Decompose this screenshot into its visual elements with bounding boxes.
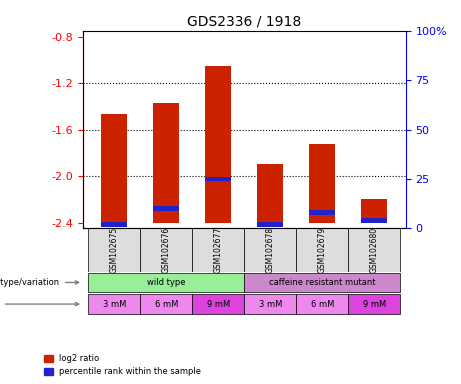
FancyBboxPatch shape bbox=[88, 228, 140, 271]
Bar bbox=[101, 114, 127, 223]
FancyBboxPatch shape bbox=[88, 273, 244, 292]
Bar bbox=[309, 210, 336, 215]
Text: 9 mM: 9 mM bbox=[363, 300, 386, 309]
Text: 3 mM: 3 mM bbox=[102, 300, 126, 309]
Bar bbox=[205, 177, 231, 181]
FancyBboxPatch shape bbox=[349, 295, 401, 314]
Text: GSM102680: GSM102680 bbox=[370, 227, 379, 273]
Title: GDS2336 / 1918: GDS2336 / 1918 bbox=[187, 14, 301, 28]
FancyBboxPatch shape bbox=[349, 228, 401, 271]
Bar bbox=[257, 164, 284, 223]
Text: GSM102679: GSM102679 bbox=[318, 227, 327, 273]
Bar bbox=[153, 206, 179, 211]
FancyBboxPatch shape bbox=[140, 228, 192, 271]
Bar bbox=[361, 218, 387, 223]
Bar bbox=[257, 222, 284, 227]
FancyBboxPatch shape bbox=[244, 228, 296, 271]
Bar bbox=[309, 144, 336, 223]
Text: GSM102676: GSM102676 bbox=[162, 227, 171, 273]
Text: wild type: wild type bbox=[147, 278, 185, 287]
Text: 3 mM: 3 mM bbox=[259, 300, 282, 309]
Legend: log2 ratio, percentile rank within the sample: log2 ratio, percentile rank within the s… bbox=[41, 351, 205, 380]
Bar bbox=[205, 66, 231, 223]
Text: genotype/variation: genotype/variation bbox=[0, 278, 79, 287]
Text: caffeine resistant mutant: caffeine resistant mutant bbox=[269, 278, 376, 287]
FancyBboxPatch shape bbox=[244, 273, 401, 292]
FancyBboxPatch shape bbox=[140, 295, 192, 314]
Bar bbox=[153, 103, 179, 223]
FancyBboxPatch shape bbox=[192, 228, 244, 271]
FancyBboxPatch shape bbox=[88, 295, 140, 314]
FancyBboxPatch shape bbox=[192, 295, 244, 314]
Text: dose: dose bbox=[0, 300, 79, 309]
FancyBboxPatch shape bbox=[296, 228, 349, 271]
Text: 6 mM: 6 mM bbox=[311, 300, 334, 309]
FancyBboxPatch shape bbox=[244, 295, 296, 314]
Bar bbox=[361, 199, 387, 223]
Text: 9 mM: 9 mM bbox=[207, 300, 230, 309]
Bar bbox=[101, 222, 127, 227]
Text: GSM102675: GSM102675 bbox=[110, 227, 119, 273]
Text: GSM102677: GSM102677 bbox=[214, 227, 223, 273]
Text: GSM102678: GSM102678 bbox=[266, 227, 275, 273]
Text: 6 mM: 6 mM bbox=[154, 300, 178, 309]
FancyBboxPatch shape bbox=[296, 295, 349, 314]
